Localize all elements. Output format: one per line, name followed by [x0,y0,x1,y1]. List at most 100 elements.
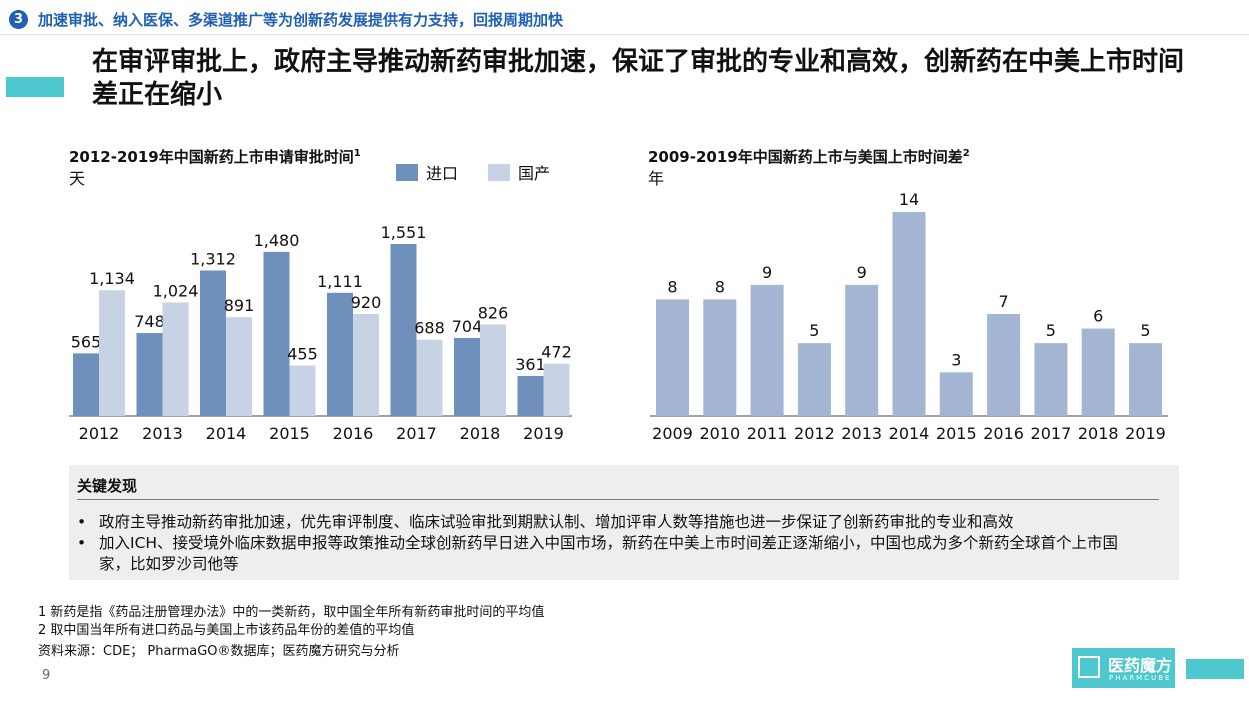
page-headline: 在审评审批上，政府主导推动新药审批加速，保证了审批的专业和高效，创新药在中美上市… [92,47,1185,110]
data-label-gap-2017: 5 [1046,321,1056,340]
data-label-domestic-2019: 472 [541,343,572,362]
legend-label-import: 进口 [426,164,459,183]
data-label-import-2013: 748 [134,312,165,331]
data-label-gap-2019: 5 [1140,321,1150,340]
x-tick-label-2017: 2017 [396,424,437,443]
x-tick-label-2015: 2015 [936,424,977,443]
data-label-import-2016: 1,111 [317,272,363,291]
bar-domestic-2012 [99,290,125,416]
left-chart-unit: 天 [69,169,86,188]
data-label-domestic-2014: 891 [224,296,255,315]
bar-import-2015 [263,251,290,416]
bar-gap-2015 [939,372,973,416]
x-tick-label-2012: 2012 [794,424,835,443]
x-tick-label-2013: 2013 [142,424,183,443]
x-tick-label-2012: 2012 [79,424,120,443]
data-label-import-2017: 1,551 [381,223,427,242]
bar-import-2017 [390,244,417,416]
bar-import-2013 [136,333,163,416]
data-label-domestic-2015: 455 [287,345,318,364]
key-findings-divider [77,499,1159,500]
x-tick-label-2014: 2014 [889,424,930,443]
data-label-gap-2009: 8 [667,277,677,296]
accent-bar [6,77,64,97]
bar-domestic-2018 [480,324,506,416]
data-label-domestic-2016: 920 [351,293,382,312]
section-title: 加速审批、纳入医保、多渠道推广等为创新药发展提供有力支持，回报周期加快 [38,11,564,29]
data-label-gap-2013: 9 [857,263,867,282]
x-tick-label-2013: 2013 [841,424,882,443]
key-findings-box: 关键发现 • 政府主导推动新药审批加速，优先审评制度、临床试验审批到期默认制、增… [69,465,1179,580]
x-tick-label-2011: 2011 [747,424,788,443]
data-label-gap-2012: 5 [809,321,819,340]
corner-accent-bar [1186,659,1244,679]
data-label-domestic-2012: 1,134 [89,269,135,288]
bar-gap-2018 [1081,328,1115,416]
bar-domestic-2017 [416,339,443,416]
legend-label-domestic: 国产 [518,164,551,183]
data-label-import-2012: 565 [71,332,102,351]
data-label-gap-2018: 6 [1093,307,1103,326]
footnote-2: 2 取中国当年所有进口药品与美国上市该药品年份的差值的平均值 [38,623,415,638]
bar-domestic-2016 [353,313,379,416]
data-label-import-2014: 1,312 [190,250,236,269]
bar-import-2014 [200,270,226,416]
bar-import-2018 [454,337,480,416]
right-chart-title: 2009-2019年中国新药上市与美国上市时间差2 [648,148,970,166]
data-label-gap-2011: 9 [762,263,772,282]
bar-import-2016 [327,292,353,416]
bar-domestic-2014 [226,317,252,416]
data-label-gap-2010: 8 [715,277,725,296]
bar-gap-2016 [987,314,1021,416]
legend-swatch-domestic [488,163,511,181]
data-label-gap-2015: 3 [951,350,961,369]
bar-import-2012 [73,353,99,416]
x-tick-label-2019: 2019 [1125,424,1166,443]
finding-bullet-1: • 政府主导推动新药审批加速，优先审评制度、临床试验审批到期默认制、增加评审人数… [77,513,1014,531]
data-label-import-2018: 704 [452,317,483,336]
left-chart-title: 2012-2019年中国新药上市申请审批时间1 [69,148,361,166]
x-tick-label-2018: 2018 [460,424,501,443]
right-chart-unit: 年 [648,169,665,188]
data-label-domestic-2017: 688 [414,319,445,338]
bar-gap-2012 [797,343,831,416]
data-label-import-2019: 361 [515,355,546,374]
pharmcube-logo: 医药魔方 PHARMCUBE [1072,648,1175,688]
bar-gap-2009 [656,299,689,416]
bar-domestic-2013 [162,302,189,416]
data-label-import-2015: 1,480 [254,231,300,250]
bar-gap-2010 [703,299,737,416]
footnote-1: 1 新药是指《药品注册管理办法》中的一类新药，取中国全年所有新药审批时间的平均值 [38,605,545,620]
top-header-bar [0,0,1249,35]
data-label-domestic-2013: 1,024 [153,281,199,300]
x-tick-label-2019: 2019 [523,424,564,443]
bar-gap-2019 [1129,343,1162,416]
x-tick-label-2009: 2009 [652,424,693,443]
finding-bullet-2: • 加入ICH、接受境外临床数据申报等政策推动全球创新药早日进入中国市场，新药在… [77,534,1119,573]
bar-gap-2017 [1034,343,1068,416]
data-label-gap-2014: 14 [899,190,919,209]
cube-icon [1078,656,1100,678]
x-tick-label-2016: 2016 [333,424,374,443]
bar-gap-2014 [892,212,926,416]
page-number: 9 [42,668,51,683]
source-note: 资料来源：CDE； PharmaGO®数据库；医药魔方研究与分析 [38,644,400,659]
left-chart-legend: 进口 国产 [396,160,580,184]
bar-gap-2011 [750,284,784,416]
x-tick-label-2017: 2017 [1031,424,1072,443]
x-tick-label-2015: 2015 [269,424,310,443]
bullet-dot: • [77,534,87,552]
x-tick-label-2010: 2010 [699,424,740,443]
bar-import-2019 [517,375,544,416]
data-label-gap-2016: 7 [999,292,1009,311]
bar-domestic-2019 [543,363,570,416]
bar-domestic-2015 [289,365,316,416]
x-tick-label-2016: 2016 [983,424,1024,443]
section-number-badge: 3 [9,10,28,29]
x-tick-label-2014: 2014 [206,424,247,443]
bullet-dot: • [77,513,87,531]
x-tick-label-2018: 2018 [1078,424,1119,443]
data-label-domestic-2018: 826 [478,303,509,322]
legend-swatch-import [396,163,418,181]
